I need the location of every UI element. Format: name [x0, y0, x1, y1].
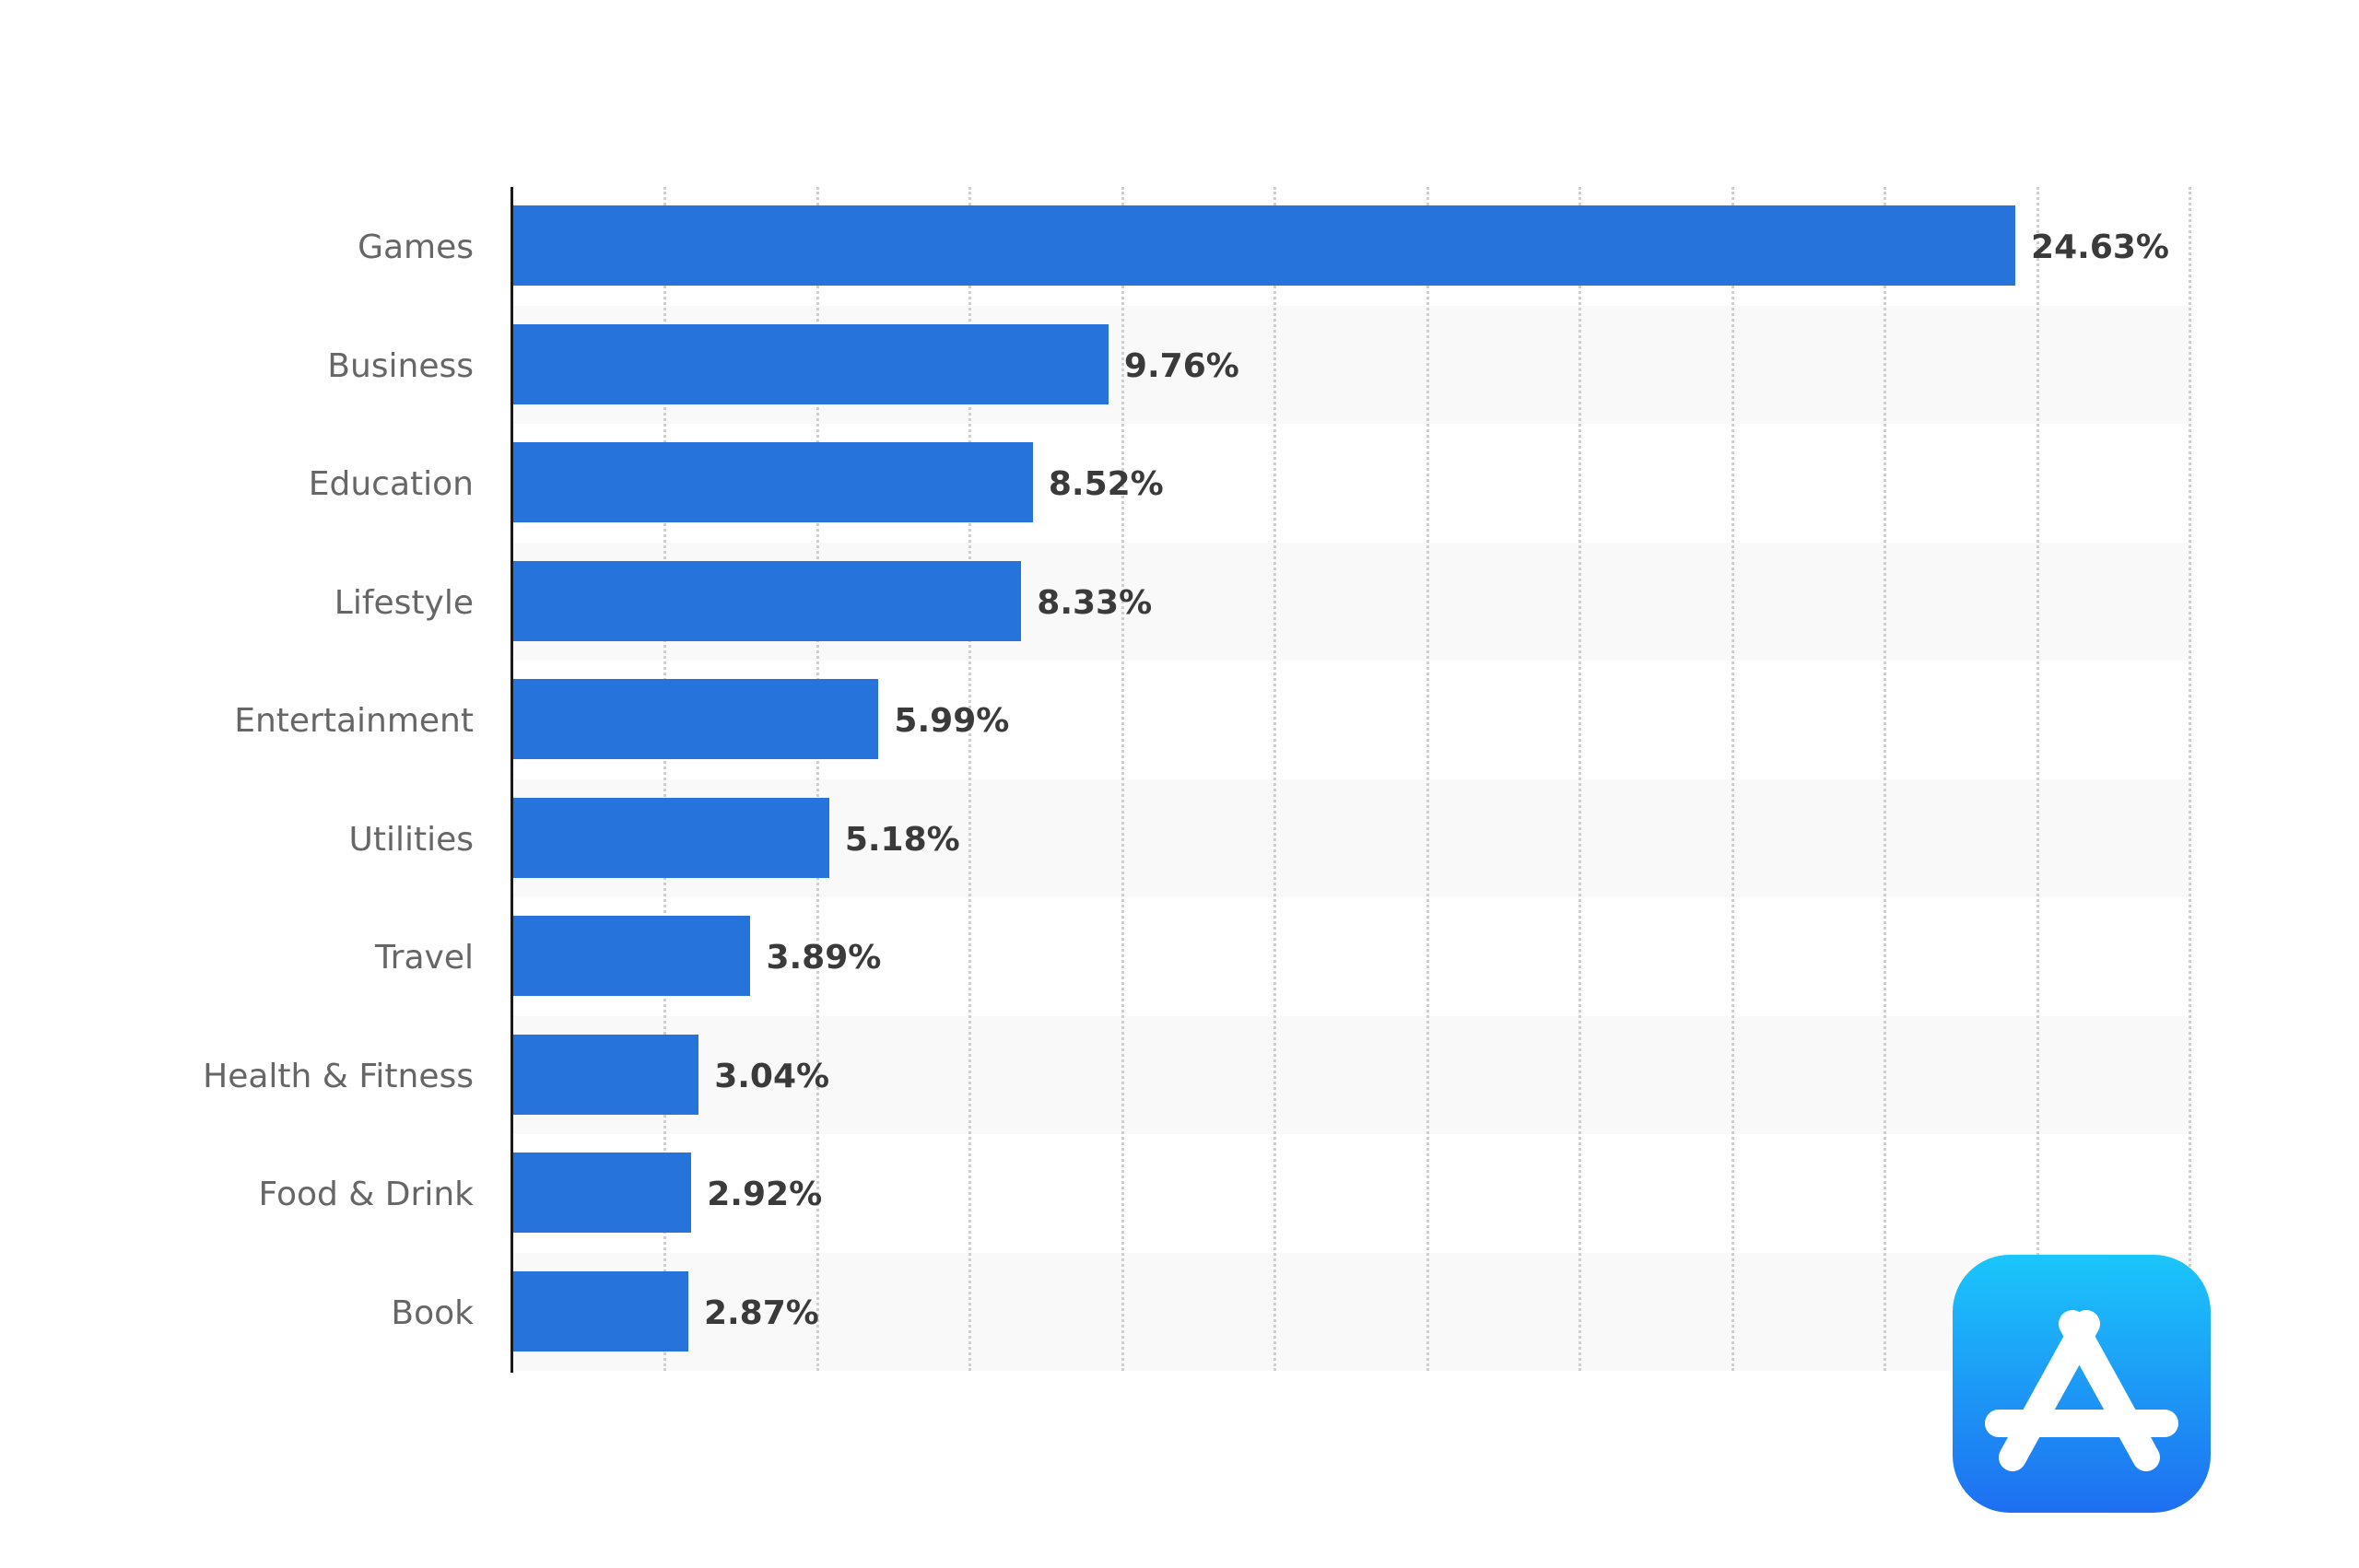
category-label: Travel — [374, 939, 474, 977]
category-label: Games — [358, 228, 474, 266]
bar[interactable] — [513, 1270, 688, 1352]
bar[interactable] — [513, 679, 879, 759]
gridline — [2036, 187, 2039, 1371]
gridline — [968, 187, 972, 1371]
bar[interactable] — [513, 323, 1109, 404]
value-label: 5.99% — [894, 702, 1010, 740]
value-label: 9.76% — [1123, 346, 1239, 385]
gridline — [1884, 187, 1887, 1371]
bar[interactable] — [513, 1034, 699, 1115]
app-store-icon — [1953, 1255, 2211, 1513]
category-label: Utilities — [348, 820, 475, 859]
y-axis-line — [511, 187, 513, 1373]
gridline — [663, 187, 667, 1371]
gridline — [1426, 187, 1429, 1371]
gridline — [1579, 187, 1582, 1371]
row-band — [512, 1252, 2191, 1371]
value-label: 8.33% — [1037, 583, 1153, 622]
bar[interactable] — [513, 1153, 692, 1233]
value-label: 3.89% — [766, 939, 882, 977]
gridline — [816, 187, 819, 1371]
value-label: 3.04% — [714, 1057, 830, 1095]
category-label: Food & Drink — [258, 1176, 474, 1213]
category-label: Education — [308, 465, 474, 503]
bar[interactable] — [513, 560, 1022, 641]
value-label: 8.52% — [1048, 465, 1164, 503]
category-label: Entertainment — [234, 702, 474, 740]
category-label: Book — [391, 1293, 474, 1332]
gridline — [1273, 187, 1277, 1371]
row-band — [512, 897, 2191, 1016]
category-label: Health & Fitness — [203, 1057, 474, 1095]
value-label: 24.63% — [2031, 228, 2169, 266]
gridline — [1121, 187, 1124, 1371]
category-label: Lifestyle — [334, 583, 474, 622]
value-label: 2.87% — [703, 1293, 819, 1332]
bar[interactable] — [513, 205, 2016, 286]
bar[interactable] — [513, 797, 829, 878]
bar[interactable] — [513, 916, 751, 996]
category-label: Business — [327, 346, 474, 385]
app-store-a-glyph — [1985, 1310, 2178, 1471]
gridline — [1731, 187, 1734, 1371]
row-band — [512, 1015, 2191, 1134]
value-label: 2.92% — [707, 1176, 823, 1213]
value-label: 5.18% — [844, 820, 960, 859]
bar[interactable] — [513, 442, 1033, 522]
gridline — [2189, 187, 2191, 1371]
